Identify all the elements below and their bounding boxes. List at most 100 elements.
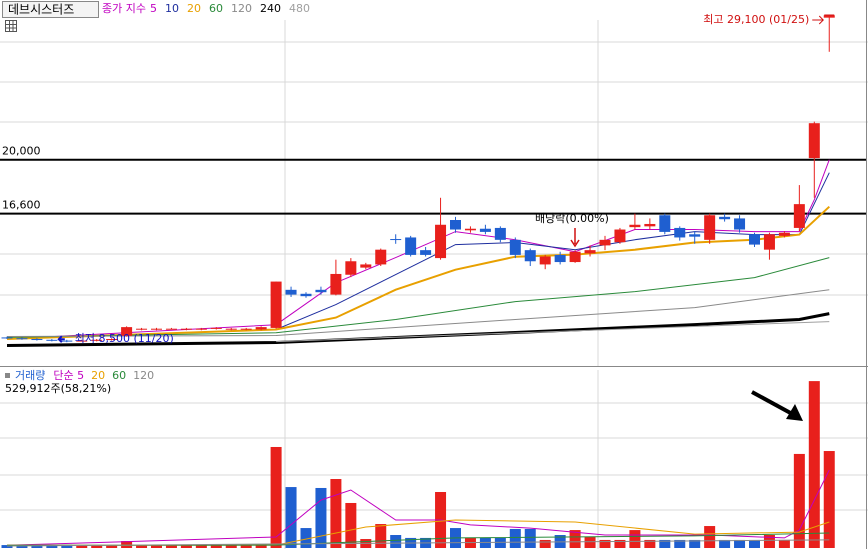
- candle-body: [629, 224, 641, 228]
- ma-line: [276, 321, 830, 343]
- candle-body: [524, 250, 536, 262]
- volume-bar: [808, 381, 820, 548]
- volume-ma-line: [6, 539, 830, 547]
- candle-body: [180, 328, 192, 330]
- pointer-arrow: [751, 390, 797, 418]
- legend-label: 10: [165, 2, 179, 15]
- candle-body: [674, 227, 686, 238]
- volume-bar: [345, 502, 357, 548]
- volume-bar: [584, 537, 596, 548]
- volume-bar: [494, 537, 506, 548]
- low-note: 최저 8,500 (11/20): [75, 332, 174, 345]
- candle-body: [778, 232, 790, 236]
- volume-legend-icon: [5, 373, 10, 378]
- candle-body: [659, 215, 671, 232]
- dividend-arrow: [570, 228, 580, 248]
- candle-body: [479, 228, 491, 232]
- chart-title: 데브시스터즈: [8, 3, 74, 17]
- volume-status: 529,912주(58,21%): [5, 382, 111, 395]
- candle-body: [255, 327, 267, 330]
- volume-bar: [270, 446, 282, 548]
- candle-body: [46, 339, 58, 341]
- legend-label: 120: [133, 369, 154, 382]
- volume-bar: [165, 545, 177, 548]
- volume-bar: [689, 539, 701, 548]
- candle-body: [808, 123, 820, 159]
- high-arrow: [812, 15, 824, 25]
- pointer-arrow-head: [786, 404, 803, 421]
- legend-label: 20: [91, 369, 105, 382]
- volume-bar: [180, 545, 192, 548]
- candle-body: [1, 337, 13, 339]
- volume-bar: [599, 539, 611, 548]
- candle-body: [719, 216, 731, 220]
- legend-label: 거래량: [15, 369, 45, 382]
- volume-bar: [719, 539, 731, 548]
- volume-bar: [614, 539, 626, 548]
- candle-body: [734, 218, 746, 230]
- candle-body: [106, 339, 118, 341]
- candle-body: [16, 338, 28, 340]
- candle-body: [704, 215, 716, 240]
- candle-body: [554, 254, 566, 263]
- candle-body: [151, 328, 162, 330]
- volume-bar: [763, 535, 775, 548]
- table-icon[interactable]: [5, 20, 17, 32]
- candle-body: [165, 328, 177, 330]
- volume-bar: [195, 545, 207, 548]
- volume-bar: [644, 539, 656, 548]
- volume-bar: [629, 530, 641, 548]
- candle-body: [435, 224, 447, 259]
- candle-body: [76, 340, 88, 342]
- volume-bar: [524, 528, 536, 548]
- candle-body: [360, 264, 372, 268]
- candle-body: [390, 239, 402, 241]
- candle-body: [136, 328, 148, 330]
- volume-bar: [151, 545, 162, 548]
- volume-bar: [210, 545, 222, 548]
- candle-body: [270, 281, 282, 328]
- candle-body: [195, 328, 207, 330]
- volume-bar: [793, 453, 805, 548]
- title-box[interactable]: [2, 1, 99, 18]
- candle-body: [509, 239, 521, 255]
- candle-body: [614, 229, 626, 243]
- volume-bar: [749, 539, 760, 548]
- candle-body: [285, 289, 297, 295]
- candle-body: [91, 339, 103, 341]
- candle-body: [121, 327, 133, 336]
- ma-line: [6, 289, 830, 337]
- volume-bar: [315, 487, 327, 548]
- volume-bar: [509, 528, 521, 548]
- candle-body: [345, 261, 357, 275]
- volume-bar: [300, 528, 312, 548]
- legend-label: 60: [112, 369, 126, 382]
- volume-bar: [31, 545, 43, 548]
- volume-bar: [1, 545, 13, 548]
- candle-body: [749, 234, 760, 245]
- legend-label: 20: [187, 2, 201, 15]
- candle-body: [763, 234, 775, 250]
- volume-bar: [91, 545, 103, 548]
- volume-bar: [734, 539, 746, 548]
- volume-bar: [106, 545, 118, 548]
- grid: [0, 20, 868, 549]
- volume-bar: [285, 487, 297, 548]
- volume-bar: [390, 535, 402, 548]
- volume-bar: [16, 545, 28, 548]
- volume-bar: [46, 545, 58, 548]
- high-note: 최고 29,100 (01/25): [703, 13, 809, 26]
- candle-body: [569, 251, 581, 263]
- reference-label: 16,600: [2, 199, 41, 212]
- volume-bar: [121, 541, 133, 548]
- volume-ma-line: [6, 469, 830, 546]
- legend-label: 단순 5: [53, 369, 84, 382]
- candle-body: [61, 340, 73, 342]
- candle-body: [689, 234, 701, 237]
- candle-body: [823, 15, 835, 18]
- candle-body: [330, 273, 342, 295]
- legend-label: 5: [150, 2, 157, 15]
